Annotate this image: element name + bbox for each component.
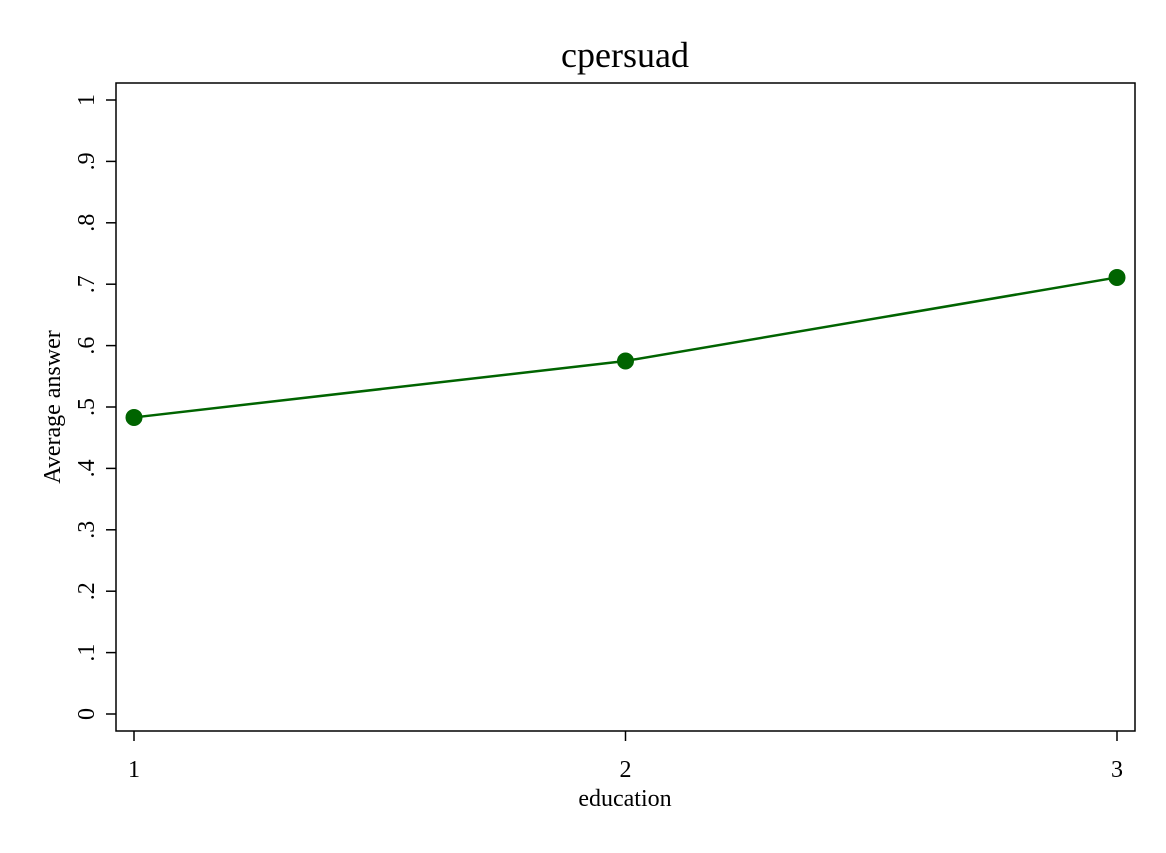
y-tick-label: .7 xyxy=(74,275,100,293)
data-point xyxy=(125,408,143,426)
chart-title: cpersuad xyxy=(561,35,689,75)
plot-area-frame xyxy=(115,82,1136,732)
y-tick-label: 1 xyxy=(74,94,100,106)
x-tick-label: 2 xyxy=(620,757,632,783)
x-tick-label: 3 xyxy=(1111,757,1123,783)
y-tick-label: .2 xyxy=(74,582,100,600)
x-tick-label: 1 xyxy=(128,757,140,783)
y-tick-label: .1 xyxy=(74,644,100,662)
y-tick-label: 0 xyxy=(74,708,100,720)
y-tick-label: .5 xyxy=(74,398,100,416)
x-axis-label: education xyxy=(578,786,671,812)
y-tick-label: .3 xyxy=(74,521,100,539)
data-point xyxy=(617,352,634,370)
data-point xyxy=(1108,268,1126,286)
y-axis-label: Average answer xyxy=(40,330,66,483)
x-axis-ticks: 1 2 3 xyxy=(128,731,1123,783)
y-tick-label: .4 xyxy=(74,459,100,477)
y-tick-label: .8 xyxy=(74,214,100,232)
y-axis-ticks: 0 .1 .2 .3 .4 .5 .6 .7 .8 .9 1 xyxy=(74,94,116,720)
y-tick-label: .6 xyxy=(74,337,100,355)
y-tick-label: .9 xyxy=(74,152,100,170)
series-layer xyxy=(125,268,1126,426)
